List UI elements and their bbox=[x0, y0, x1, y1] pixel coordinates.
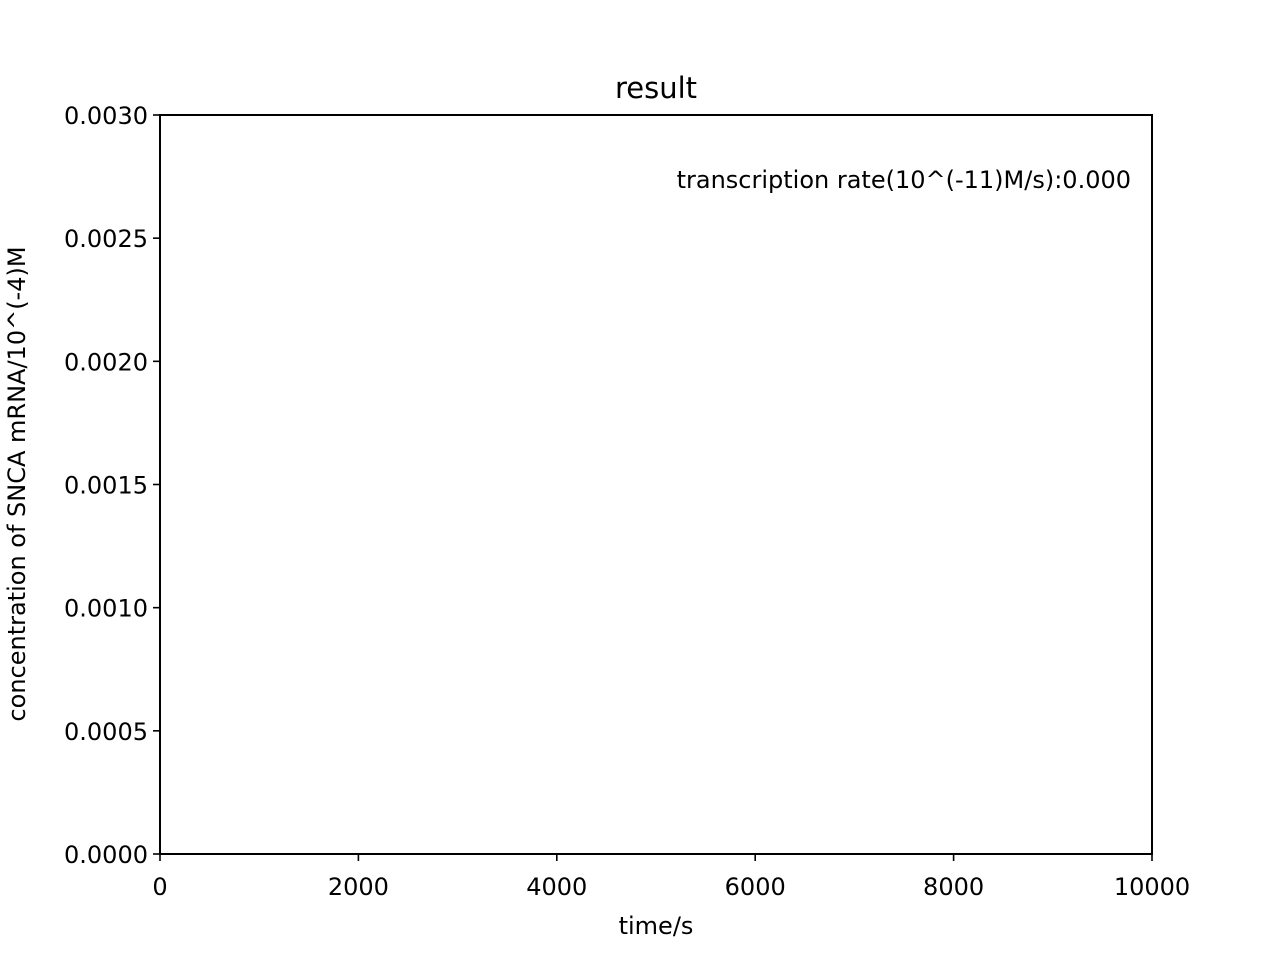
plot-frame bbox=[159, 114, 1153, 855]
y-tick-label: 0.0010 bbox=[64, 595, 148, 623]
plot-background bbox=[160, 115, 1152, 854]
x-tick-label: 0 bbox=[152, 873, 167, 901]
y-tick-label: 0.0030 bbox=[64, 102, 148, 130]
x-axis-label: time/s bbox=[619, 912, 694, 940]
chart-title: result bbox=[615, 71, 697, 105]
x-tick-label: 4000 bbox=[526, 873, 587, 901]
x-tick-label: 6000 bbox=[725, 873, 786, 901]
y-tick-label: 0.0020 bbox=[64, 348, 148, 376]
y-tick-label: 0.0025 bbox=[64, 225, 148, 253]
y-axis-label: concentration of SNCA mRNA/10^(-4)M bbox=[3, 246, 31, 721]
x-tick-label: 10000 bbox=[1114, 873, 1190, 901]
x-tick-label: 2000 bbox=[328, 873, 389, 901]
y-tick-label: 0.0000 bbox=[64, 841, 148, 869]
x-tick-label: 8000 bbox=[923, 873, 984, 901]
y-tick-label: 0.0015 bbox=[64, 472, 148, 500]
y-tick-label: 0.0005 bbox=[64, 718, 148, 746]
y-axis-ticks: 0.0000 0.0005 0.0010 0.0015 0.0020 0.0025 0.00… bbox=[64, 102, 160, 869]
annotation-transcription-rate: transcription rate(10^(-11)M/s):0.000 bbox=[677, 166, 1131, 194]
x-axis-ticks: 0 2000 4000 6000 8000 10000 bbox=[152, 854, 1190, 901]
